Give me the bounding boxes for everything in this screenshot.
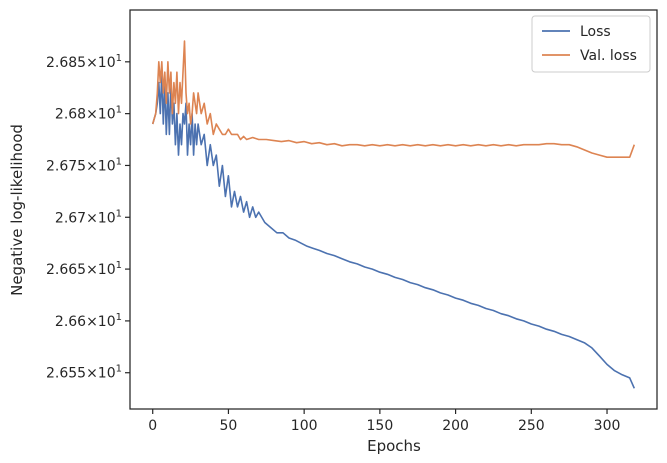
y-tick-label: 2.66×101	[55, 312, 122, 330]
x-tick-label: 0	[148, 418, 157, 434]
x-axis-label: Epochs	[367, 437, 421, 455]
x-tick-label: 50	[220, 418, 238, 434]
x-axis-ticks: 0 50 100 150 200 250 300	[148, 409, 620, 434]
x-tick-label: 100	[291, 418, 318, 434]
y-tick-label: 2.68×101	[55, 105, 122, 123]
series-line-1	[151, 71, 636, 389]
y-tick-label: 2.685×101	[46, 53, 122, 71]
y-axis-ticks: 2.655×101 2.66×101 2.665×101 2.67×101 2.675×…	[46, 53, 130, 382]
x-tick-label: 250	[518, 418, 545, 434]
x-tick-label: 300	[594, 418, 621, 434]
x-tick-label: 150	[367, 418, 394, 434]
y-tick-label: 2.675×101	[46, 156, 122, 174]
legend-frame	[531, 15, 651, 73]
legend-label-1: Loss	[580, 24, 611, 40]
axes-background	[130, 10, 657, 409]
y-tick-label: 2.655×101	[46, 364, 122, 382]
legend-label-2: Val. loss	[580, 48, 637, 64]
axes-frame	[129, 9, 658, 410]
plot-area	[129, 9, 658, 410]
x-tick-label: 200	[442, 418, 469, 434]
y-tick-label: 2.67×101	[55, 208, 122, 226]
y-tick-label: 2.665×101	[46, 260, 122, 278]
series-line-2	[151, 40, 636, 158]
y-axis-label: Negative log-likelihood	[8, 124, 26, 296]
legend: Loss Val. loss	[531, 15, 651, 73]
